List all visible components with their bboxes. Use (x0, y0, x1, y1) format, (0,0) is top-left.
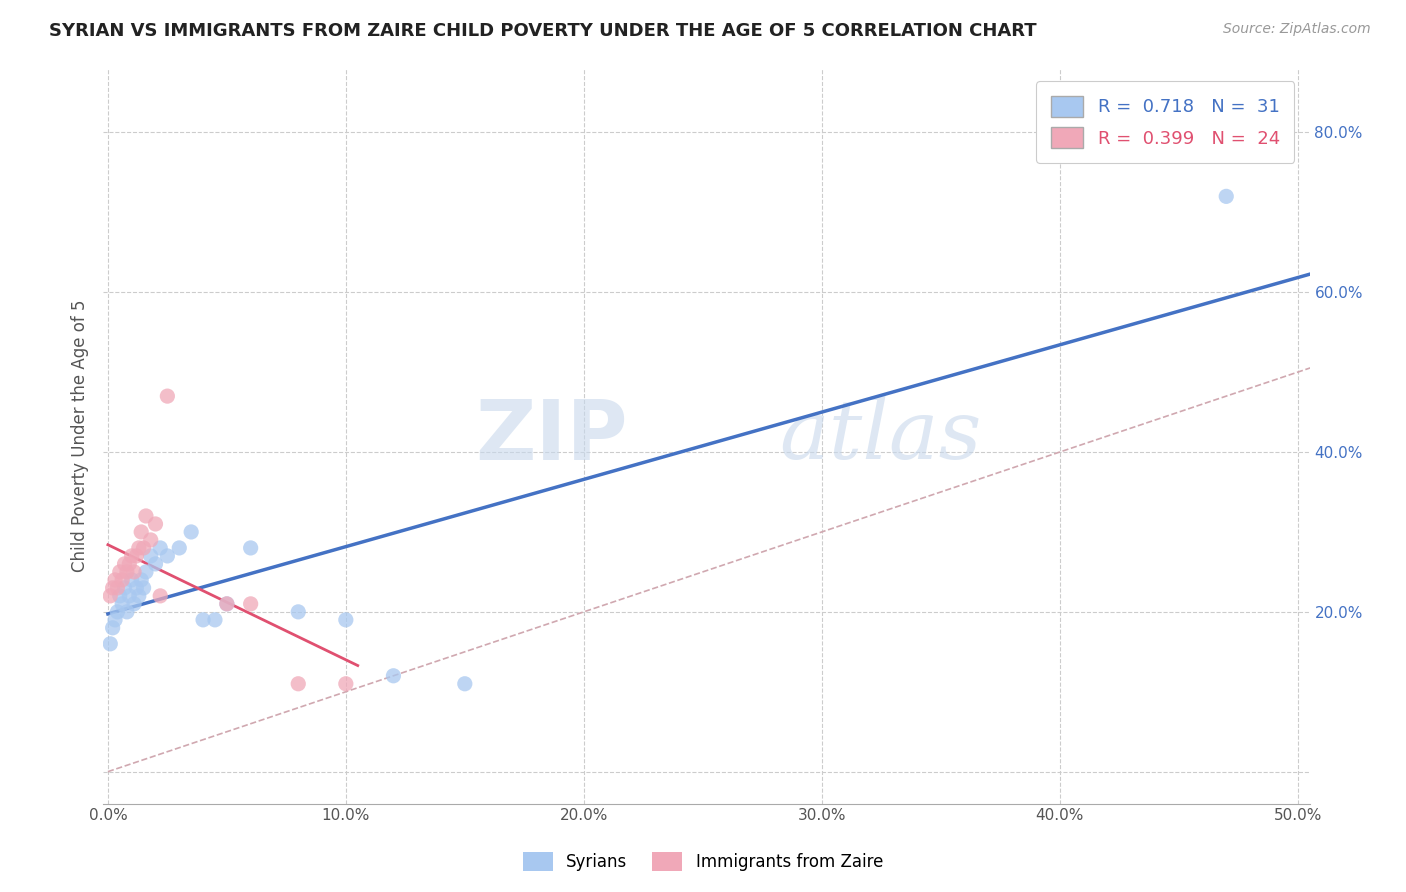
Point (108, 565, 131, 579)
Legend: R =  0.718   N =  31, R =  0.399   N =  24: R = 0.718 N = 31, R = 0.399 N = 24 (1036, 81, 1295, 162)
Point (111, 573, 134, 587)
Point (129, 524, 152, 539)
Point (114, 581, 136, 595)
Point (125, 581, 148, 595)
Point (335, 613, 357, 627)
Point (335, 677, 357, 691)
Point (239, 597, 262, 611)
Point (125, 549, 148, 563)
Point (180, 524, 202, 539)
Point (118, 589, 141, 603)
Point (114, 557, 136, 571)
Point (115, 565, 138, 579)
Point (145, 557, 167, 571)
Point (108, 589, 131, 603)
Point (287, 605, 309, 619)
Point (129, 573, 152, 587)
Point (132, 581, 155, 595)
Point (98, 637, 121, 651)
Point (122, 597, 145, 611)
Point (382, 669, 405, 683)
Point (215, 597, 238, 611)
Point (104, 613, 127, 627)
Point (122, 565, 145, 579)
Text: atlas: atlas (779, 396, 981, 476)
Y-axis label: Child Poverty Under the Age of 5: Child Poverty Under the Age of 5 (72, 300, 89, 573)
Point (101, 581, 124, 595)
Point (215, 597, 238, 611)
Point (1215, 189, 1237, 203)
Point (191, 613, 214, 627)
Point (149, 589, 172, 603)
Point (128, 589, 150, 603)
Point (204, 613, 226, 627)
Point (101, 621, 124, 635)
Point (156, 549, 179, 563)
Text: SYRIAN VS IMMIGRANTS FROM ZAIRE CHILD POVERTY UNDER THE AGE OF 5 CORRELATION CHA: SYRIAN VS IMMIGRANTS FROM ZAIRE CHILD PO… (49, 22, 1036, 40)
Point (239, 541, 262, 555)
Point (104, 573, 127, 587)
Point (287, 677, 309, 691)
Point (139, 549, 162, 563)
Point (98, 589, 121, 603)
Point (169, 541, 191, 555)
Legend: Syrians, Immigrants from Zaire: Syrians, Immigrants from Zaire (515, 843, 891, 880)
Point (118, 557, 141, 571)
Point (121, 549, 143, 563)
Point (156, 389, 179, 403)
Point (107, 605, 129, 619)
Text: ZIP: ZIP (475, 395, 628, 476)
Point (145, 516, 167, 531)
Point (454, 677, 477, 691)
Point (121, 573, 143, 587)
Point (135, 508, 157, 523)
Point (128, 541, 150, 555)
Text: Source: ZipAtlas.com: Source: ZipAtlas.com (1223, 22, 1371, 37)
Point (139, 533, 162, 547)
Point (115, 605, 138, 619)
Point (149, 541, 172, 555)
Point (107, 581, 129, 595)
Point (111, 597, 134, 611)
Point (135, 565, 157, 579)
Point (132, 541, 155, 555)
